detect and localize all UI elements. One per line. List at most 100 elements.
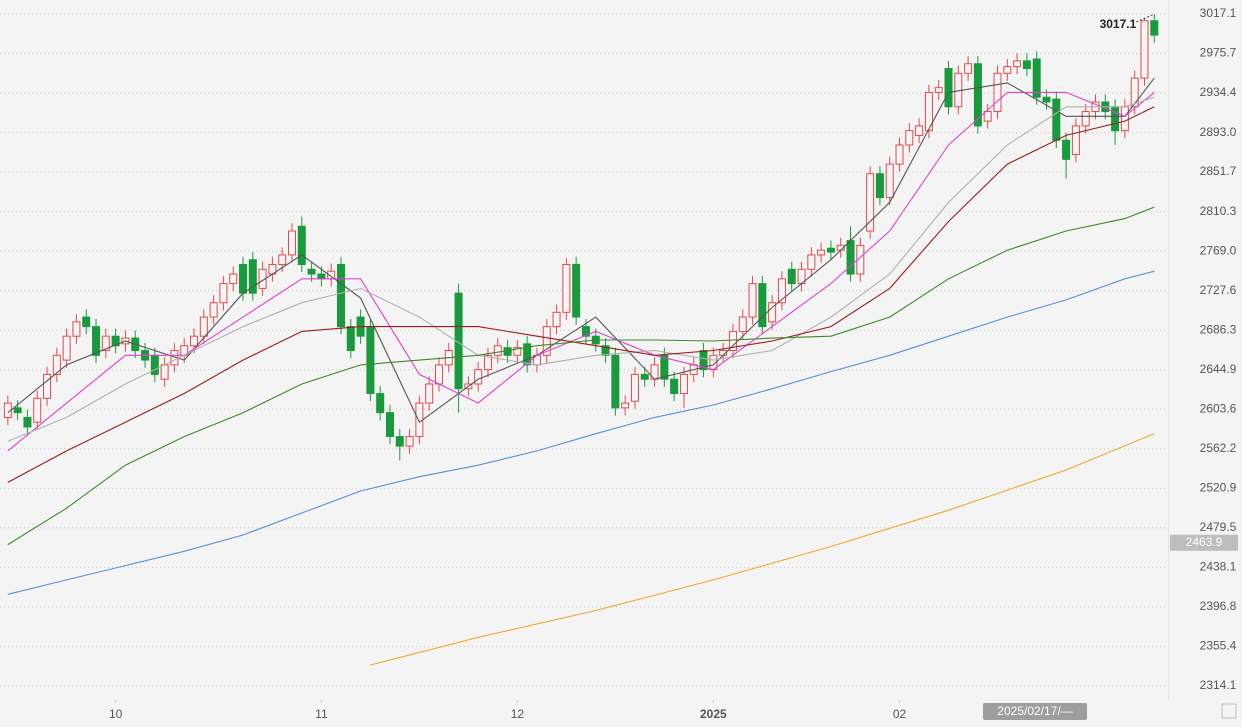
candle-body: [601, 345, 610, 356]
candle-body: [1071, 125, 1080, 156]
candle-body: [336, 263, 345, 328]
candle-body: [885, 163, 894, 199]
candle-body: [454, 292, 463, 390]
ma-line: [370, 433, 1155, 666]
candle-body: [288, 230, 296, 256]
candle-body: [317, 273, 326, 280]
candle-body: [1062, 139, 1071, 160]
candle-body: [199, 316, 208, 337]
candle-body: [660, 354, 669, 380]
candle-body: [82, 316, 91, 328]
candle-body: [895, 144, 904, 165]
candle-body: [728, 330, 737, 352]
candle-body: [699, 350, 708, 371]
y-tick-label: 2479.5: [1200, 520, 1237, 534]
ma-line: [7, 96, 1155, 442]
date-box: [983, 703, 1087, 720]
candle-body: [503, 347, 512, 356]
y-tick-label: 2893.0: [1200, 125, 1237, 139]
candle-body: [395, 436, 404, 447]
candle-body: [209, 302, 218, 318]
y-tick-label: 2355.4: [1200, 639, 1237, 653]
candle-body: [523, 343, 532, 366]
candle-body: [1111, 106, 1120, 132]
x-tick-label: 10: [109, 707, 123, 721]
candle-body: [23, 416, 32, 428]
candle-body: [160, 364, 169, 380]
candle-body: [366, 326, 375, 395]
candle-body: [748, 283, 757, 318]
candle-body: [1140, 20, 1149, 79]
candle-body: [581, 326, 590, 337]
candle-body: [248, 259, 257, 294]
candle-body: [62, 335, 71, 361]
candle-body: [552, 311, 561, 328]
candle-body: [1032, 58, 1041, 98]
y-tick-label: 2851.7: [1200, 164, 1237, 178]
y-tick-label: 2396.8: [1200, 599, 1237, 613]
candle-body: [33, 397, 42, 423]
candle-body: [758, 283, 767, 328]
candle-body: [92, 326, 101, 356]
candle-body: [376, 393, 385, 414]
candle-body: [1120, 106, 1129, 132]
ma-line: [7, 91, 1155, 452]
y-tick-label: 2686.3: [1200, 322, 1237, 336]
candle-body: [993, 72, 1002, 113]
candle-body: [621, 402, 630, 409]
y-tick-label: 2769.0: [1200, 243, 1237, 257]
candle-body: [1013, 60, 1022, 68]
candles: [3, 13, 1159, 461]
candle-body: [640, 373, 649, 380]
axis-panel: [1168, 0, 1242, 727]
y-tick-label: 2314.1: [1200, 678, 1237, 692]
y-tick-label: 2520.9: [1200, 480, 1237, 494]
price-label: 2463.9: [1186, 535, 1223, 549]
candle-body: [1130, 77, 1139, 108]
candle-body: [934, 87, 943, 93]
candle-body: [670, 378, 679, 395]
ma-line: [7, 270, 1155, 595]
candle-body: [679, 373, 688, 395]
candle-body: [239, 263, 248, 294]
candle-body: [297, 225, 306, 265]
candle-body: [562, 263, 571, 313]
ma-line: [7, 206, 1155, 546]
y-tick-label: 2438.1: [1200, 560, 1237, 574]
x-tick-label: 12: [511, 707, 525, 721]
candle-body: [973, 63, 982, 127]
candle-body: [1052, 98, 1061, 141]
candle-body: [434, 364, 443, 385]
candle-body: [983, 111, 992, 122]
candle-body: [111, 335, 120, 347]
candle-body: [1042, 96, 1051, 103]
candle-body: [229, 273, 238, 285]
candle-body: [964, 63, 973, 74]
candle-body: [787, 268, 796, 285]
candle-body: [307, 268, 316, 275]
candle-body: [405, 436, 414, 447]
candle-body: [777, 278, 786, 304]
candle-body: [101, 335, 110, 352]
candle-body: [611, 354, 620, 409]
candle-body: [13, 407, 22, 414]
corner-icon[interactable]: [1221, 703, 1237, 719]
candle-body: [826, 247, 835, 253]
y-tick-label: 2603.6: [1200, 401, 1237, 415]
max-label: 3017.1: [1100, 17, 1137, 31]
candle-body: [944, 68, 953, 108]
x-tick-label: 02: [893, 707, 907, 721]
y-tick-label: 2975.7: [1200, 46, 1237, 60]
candle-body: [817, 249, 826, 256]
candle-body: [915, 125, 924, 136]
candle-body: [630, 373, 639, 402]
candle-body: [846, 240, 855, 275]
candle-body: [493, 345, 502, 356]
candle-body: [72, 321, 81, 337]
candle-body: [513, 347, 522, 356]
candle-body: [346, 326, 355, 352]
candle-body: [474, 369, 483, 385]
candle-body: [807, 254, 816, 270]
x-tick-label: 2025: [700, 707, 727, 721]
